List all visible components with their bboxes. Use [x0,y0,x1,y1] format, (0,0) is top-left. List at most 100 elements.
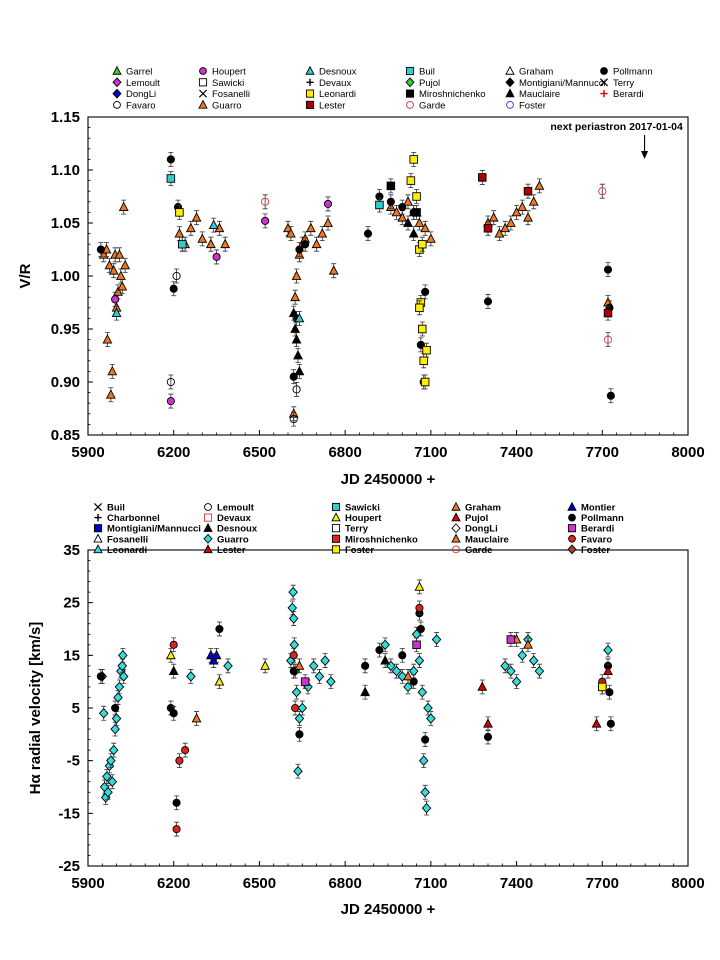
data-point [500,660,510,672]
data-point [534,180,545,190]
data-point [398,651,407,660]
data-point [528,196,539,206]
series-houpert [111,196,333,409]
legend-label: Lester [217,545,246,556]
data-point [511,206,522,217]
legend-marker [93,544,103,554]
y-tick-label: -15 [58,805,80,822]
data-point [294,312,305,323]
data-point [214,676,225,686]
data-point [517,201,528,211]
data-point [96,245,105,254]
legend-marker [600,67,608,75]
legend-label: Devaux [319,78,351,89]
legend-marker [203,513,213,522]
data-point [380,639,390,651]
x-tick-label: 6500 [243,444,276,461]
data-point [111,307,122,317]
data-point [260,660,271,670]
data-point [397,212,408,222]
legend-entry: Favaro [113,100,156,111]
data-point [175,756,184,765]
legend-entry: Berardi [567,524,614,535]
data-point [293,349,303,360]
legend-label: Miroshnichenko [419,89,486,100]
legend-label: Pujol [465,513,488,524]
data-point [478,173,487,182]
legend-marker [600,90,608,98]
data-point [172,825,181,834]
data-point [363,229,373,238]
legend-entry: Sawicki [198,78,244,89]
x-tick-label: 5900 [71,444,104,461]
data-point [107,776,118,787]
data-point [591,718,602,728]
legend-label: Lemoult [126,78,160,89]
legend-label: Garrel [126,67,152,78]
data-point [308,660,319,672]
x-tick-label: 7400 [500,444,533,461]
error-bar [599,183,605,199]
data-point [488,212,499,222]
legend-marker [93,524,103,533]
legend-marker [567,544,577,555]
legend-marker [305,65,315,75]
error-bar [168,374,174,390]
legend-entry: Terry [599,78,634,89]
data-point [320,655,330,666]
series-pollmann [96,152,615,404]
legend-entry: Leonardi [305,89,356,100]
series-mauclaire [191,632,533,726]
data-point [523,639,533,649]
legend-entry: Lemoult [112,77,160,89]
series-desnoux [168,653,391,700]
data-point [291,334,302,344]
legend-entry: Miroshnichenko [405,89,486,100]
data-point [421,802,432,814]
data-point [603,335,613,344]
y-tick-label: -25 [58,858,80,875]
x-tick-label: 6500 [243,875,276,892]
legend-label: Favaro [581,534,612,545]
data-point [120,259,131,270]
data-point [323,199,333,208]
legend-label: DongLi [465,524,498,535]
legend-label: Buil [419,67,435,78]
legend-label: Fosanelli [107,534,148,545]
y-tick-label: -5 [67,753,80,770]
data-point [311,238,322,249]
data-point [111,703,120,713]
data-point [391,665,402,677]
legend-marker [331,502,341,512]
data-point [419,356,428,366]
legend-marker [331,524,341,533]
data-point [291,703,300,713]
legend-entry: Devaux [203,513,252,524]
data-point [300,677,310,686]
data-point [220,238,231,249]
data-point [107,365,118,376]
legend-entry: Foster [506,100,546,111]
legend-marker [113,101,121,109]
legend-label: Fosanelli [212,89,250,100]
data-point [403,196,413,206]
data-point [165,649,176,660]
data-point [483,224,493,233]
data-point [111,713,122,724]
series-guarro [97,584,613,816]
legend-entry: Buil [405,67,435,78]
data-point [294,660,305,670]
legend-label: Berardi [613,89,644,100]
series-miroshnichenko [386,178,421,220]
legend-marker [599,78,609,87]
legend-label: Terry [345,524,369,535]
data-point [111,295,120,304]
data-point [414,655,425,666]
data-point [106,755,116,766]
data-point [169,640,178,649]
data-point [360,686,371,697]
legend-marker [567,524,577,533]
legend-marker [203,544,213,554]
legend-entry: Terry [331,524,369,535]
data-point [375,646,384,655]
